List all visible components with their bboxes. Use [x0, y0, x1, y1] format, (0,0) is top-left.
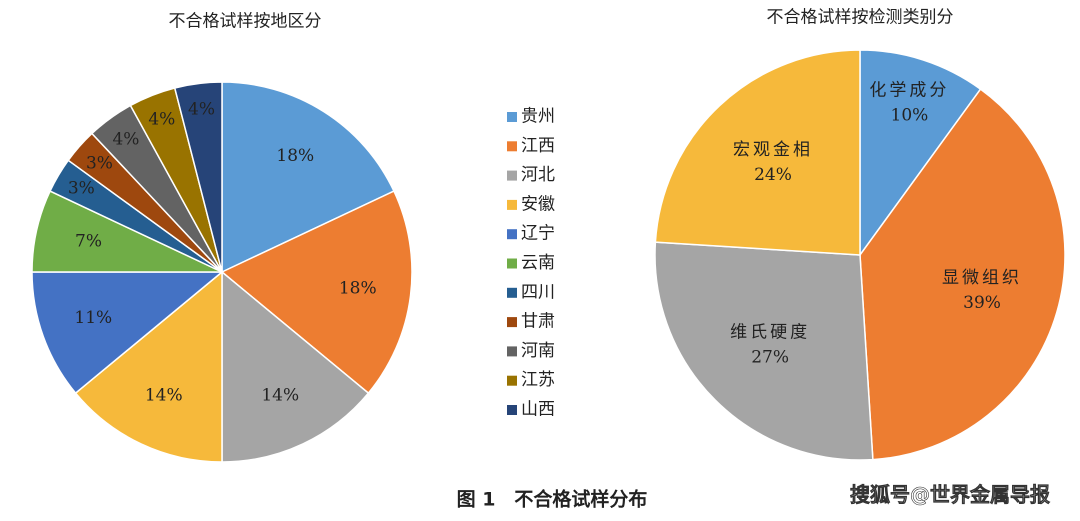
slice-name: 显微组织: [942, 268, 1022, 288]
data-label: 11%: [74, 308, 112, 328]
watermark: 搜狐号@世界金属导报: [850, 483, 1050, 507]
data-label: 24%: [754, 165, 792, 185]
legend-swatch: [507, 141, 517, 152]
slice-name: 宏观金相: [733, 140, 813, 160]
legend-label: 辽宁: [521, 224, 555, 244]
pie-slice: [654, 49, 861, 256]
legend-swatch: [507, 317, 517, 328]
legend-swatch: [507, 375, 517, 386]
data-label: 39%: [963, 293, 1001, 313]
data-label: 14%: [145, 385, 183, 405]
pie-slice: [654, 241, 874, 461]
data-label: 7%: [75, 232, 102, 252]
data-label: 18%: [339, 279, 377, 299]
legend-swatch: [507, 112, 517, 122]
chart-title: 不合格试样按地区分: [169, 12, 322, 32]
data-label: 18%: [276, 146, 314, 166]
legend-swatch: [507, 258, 517, 269]
legend-swatch: [507, 229, 517, 240]
data-label: 4%: [148, 110, 175, 130]
pie-slice: [221, 270, 370, 463]
legend-label: 云南: [521, 253, 555, 273]
legend-label: 河北: [521, 165, 555, 185]
pie-slice: [74, 270, 223, 463]
pie-slice: [859, 49, 982, 258]
caption: 图 1 不合格试样分布: [457, 488, 648, 511]
legend-label: 河南: [521, 341, 555, 361]
legend-swatch: [507, 199, 517, 210]
data-label: 14%: [261, 385, 299, 405]
slice-name: 化学成分: [869, 80, 949, 100]
legend-label: 山西: [521, 400, 555, 420]
legend-swatch: [507, 405, 517, 415]
legend-label: 安徽: [521, 194, 555, 214]
legend-label: 江西: [521, 136, 555, 156]
legend-swatch: [507, 287, 517, 298]
legend-label: 江苏: [521, 370, 555, 390]
legend-label: 四川: [521, 282, 555, 302]
slice-name: 维氏硬度: [730, 322, 810, 342]
data-label: 3%: [68, 178, 95, 198]
data-label: 27%: [751, 347, 789, 367]
chart-title: 不合格试样按检测类别分: [767, 8, 954, 28]
legend-label: 贵州: [521, 107, 555, 127]
pie-slice: [173, 81, 223, 273]
pie-slice: [31, 271, 225, 395]
data-label: 4%: [112, 129, 139, 149]
data-label: 4%: [188, 99, 215, 119]
legend-label: 甘肃: [521, 312, 555, 332]
pie-slice: [221, 81, 395, 274]
legend-swatch: [507, 346, 517, 357]
pie-slice: [859, 88, 1066, 461]
legend-swatch: [507, 170, 517, 181]
data-label: 10%: [891, 105, 929, 125]
pie-slice: [220, 190, 413, 395]
data-label: 3%: [86, 153, 113, 173]
